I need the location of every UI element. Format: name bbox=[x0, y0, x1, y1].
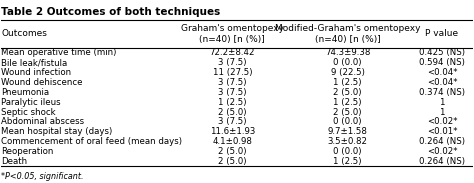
Text: <0.04*: <0.04* bbox=[427, 78, 457, 87]
Text: 0.425 (NS): 0.425 (NS) bbox=[419, 48, 465, 57]
Text: Modified-Graham's omentopexy
(n=40) [n (%)]: Modified-Graham's omentopexy (n=40) [n (… bbox=[275, 24, 420, 44]
Text: Paralytic ileus: Paralytic ileus bbox=[1, 98, 61, 107]
Text: 4.1±0.98: 4.1±0.98 bbox=[212, 137, 252, 146]
Text: 72.2±8.42: 72.2±8.42 bbox=[210, 48, 255, 57]
Text: Reoperation: Reoperation bbox=[1, 147, 54, 156]
Text: 1 (2.5): 1 (2.5) bbox=[218, 98, 246, 107]
Text: Outcomes: Outcomes bbox=[1, 29, 47, 38]
Text: <0.02*: <0.02* bbox=[427, 117, 457, 126]
Text: 9.7±1.58: 9.7±1.58 bbox=[328, 127, 368, 136]
Text: <0.04*: <0.04* bbox=[427, 68, 457, 77]
Text: 2 (5.0): 2 (5.0) bbox=[218, 147, 246, 156]
Text: *P<0.05, significant.: *P<0.05, significant. bbox=[1, 172, 84, 181]
Text: 3 (7.5): 3 (7.5) bbox=[218, 88, 246, 97]
Text: Death: Death bbox=[1, 157, 27, 166]
Text: 0 (0.0): 0 (0.0) bbox=[334, 147, 362, 156]
Text: 3 (7.5): 3 (7.5) bbox=[218, 78, 246, 87]
Text: Abdominal abscess: Abdominal abscess bbox=[1, 117, 84, 126]
Text: 2 (5.0): 2 (5.0) bbox=[334, 108, 362, 117]
Text: <0.01*: <0.01* bbox=[427, 127, 457, 136]
Text: 1 (2.5): 1 (2.5) bbox=[334, 98, 362, 107]
Text: 0.374 (NS): 0.374 (NS) bbox=[419, 88, 465, 97]
Text: 11 (27.5): 11 (27.5) bbox=[212, 68, 252, 77]
Text: Mean operative time (min): Mean operative time (min) bbox=[1, 48, 117, 57]
Text: 2 (5.0): 2 (5.0) bbox=[218, 157, 246, 166]
Text: 74.3±9.38: 74.3±9.38 bbox=[325, 48, 370, 57]
Text: <0.02*: <0.02* bbox=[427, 147, 457, 156]
Text: Mean hospital stay (days): Mean hospital stay (days) bbox=[1, 127, 113, 136]
Text: Graham's omentopexy
(n=40) [n (%)]: Graham's omentopexy (n=40) [n (%)] bbox=[181, 24, 284, 44]
Text: 2 (5.0): 2 (5.0) bbox=[334, 88, 362, 97]
Text: Commencement of oral feed (mean days): Commencement of oral feed (mean days) bbox=[1, 137, 182, 146]
Text: 0 (0.0): 0 (0.0) bbox=[334, 117, 362, 126]
Text: Wound infection: Wound infection bbox=[1, 68, 72, 77]
Text: 9 (22.5): 9 (22.5) bbox=[331, 68, 365, 77]
Text: 3.5±0.82: 3.5±0.82 bbox=[328, 137, 368, 146]
Text: 0.264 (NS): 0.264 (NS) bbox=[419, 157, 465, 166]
Text: 1: 1 bbox=[439, 98, 445, 107]
Text: 0.594 (NS): 0.594 (NS) bbox=[419, 58, 465, 67]
Text: Bile leak/fistula: Bile leak/fistula bbox=[1, 58, 68, 67]
Text: 3 (7.5): 3 (7.5) bbox=[218, 58, 246, 67]
Text: 0 (0.0): 0 (0.0) bbox=[334, 58, 362, 67]
Text: Wound dehiscence: Wound dehiscence bbox=[1, 78, 83, 87]
Text: Septic shock: Septic shock bbox=[1, 108, 56, 117]
Text: 3 (7.5): 3 (7.5) bbox=[218, 117, 246, 126]
Text: P value: P value bbox=[426, 29, 458, 38]
Text: 1 (2.5): 1 (2.5) bbox=[334, 157, 362, 166]
Text: Pneumonia: Pneumonia bbox=[1, 88, 49, 97]
Text: 2 (5.0): 2 (5.0) bbox=[218, 108, 246, 117]
Text: 11.6±1.93: 11.6±1.93 bbox=[210, 127, 255, 136]
Text: 0.264 (NS): 0.264 (NS) bbox=[419, 137, 465, 146]
Text: 1: 1 bbox=[439, 108, 445, 117]
Text: 1 (2.5): 1 (2.5) bbox=[334, 78, 362, 87]
Text: Table 2 Outcomes of both techniques: Table 2 Outcomes of both techniques bbox=[1, 7, 220, 17]
